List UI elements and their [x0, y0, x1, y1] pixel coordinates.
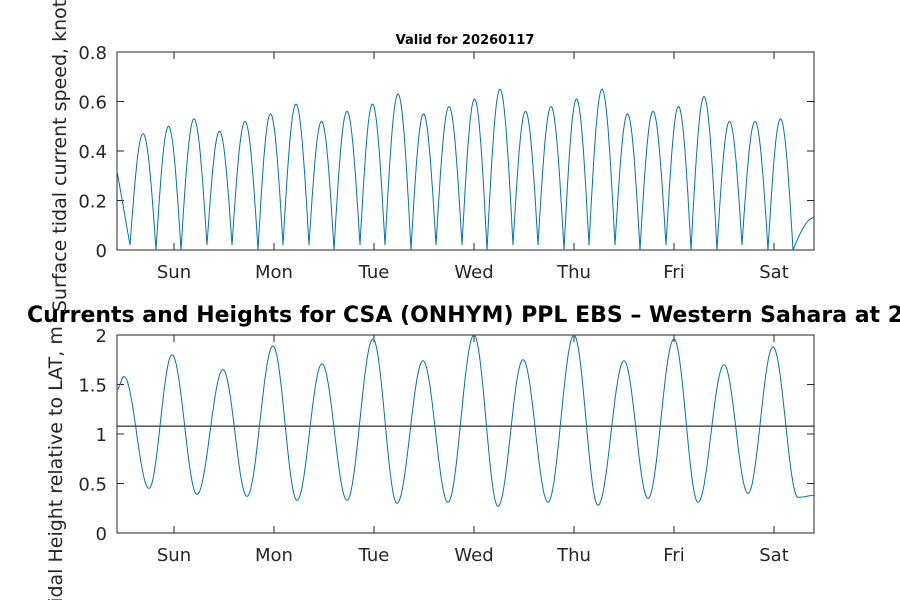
tidal-height-x-axis: Sun Mon Tue Wed Thu Fri Sat [157, 335, 789, 566]
current-speed-x-tick-label: Wed [454, 262, 493, 283]
current-speed-x-tick-label: Mon [255, 262, 293, 283]
current-speed-line [116, 88, 815, 251]
tidal-height-x-tick-label: Thu [556, 545, 591, 566]
current-speed-y-tick-label: 0 [96, 241, 107, 262]
tidal-height-chart-title: Currents and Heights for CSA (ONHYM) PPL… [27, 303, 900, 328]
tidal-height-y-axis: 0 0.5 1 1.5 2 [78, 326, 814, 545]
current-speed-x-tick-label: Sun [157, 262, 191, 283]
current-speed-chart-title: Valid for 20260117 [396, 33, 535, 48]
current-speed-x-tick-label: Fri [663, 262, 684, 283]
tidal-height-x-tick-label: Mon [255, 545, 293, 566]
tidal-height-y-tick-label: 1.5 [78, 376, 107, 397]
current-speed-y-label: Surface tidal current speed, knots [49, 0, 71, 312]
tidal-height-x-tick-label: Sat [759, 545, 789, 566]
current-speed-x-tick-label: Sat [759, 262, 789, 283]
tidal-height-y-label: Tidal Height relative to LAT, m [45, 326, 67, 600]
tidal-height-panel: Currents and Heights for CSA (ONHYM) PPL… [27, 303, 900, 600]
tidal-height-x-tick-label: Wed [454, 545, 493, 566]
current-speed-y-tick-label: 0.6 [78, 93, 107, 114]
tidal-height-y-tick-label: 2 [96, 326, 107, 347]
tidal-height-plot-area [116, 334, 815, 534]
current-speed-y-tick-label: 0.4 [78, 142, 107, 163]
current-speed-x-tick-label: Tue [358, 262, 390, 283]
current-speed-x-axis: Sun Mon Tue Wed Thu Fri Sat [157, 52, 789, 283]
tidal-height-x-tick-label: Sun [157, 545, 191, 566]
tidal-height-line [116, 334, 814, 507]
tidal-height-y-tick-label: 0 [96, 524, 107, 545]
tidal-height-y-tick-label: 1 [96, 425, 107, 446]
tidal-height-y-tick-label: 0.5 [78, 475, 107, 496]
current-speed-plot-area [116, 51, 815, 251]
current-speed-y-tick-label: 0.8 [78, 43, 107, 64]
tidal-height-x-tick-label: Tue [358, 545, 390, 566]
current-speed-x-tick-label: Thu [556, 262, 591, 283]
current-speed-y-axis: 0 0.2 0.4 0.6 0.8 [78, 43, 814, 262]
tidal-height-x-tick-label: Fri [663, 545, 684, 566]
current-speed-panel: Valid for 20260117 0 0.2 0.4 0.6 0.8 Sun Mon T… [49, 0, 815, 312]
current-speed-y-tick-label: 0.2 [78, 192, 107, 213]
